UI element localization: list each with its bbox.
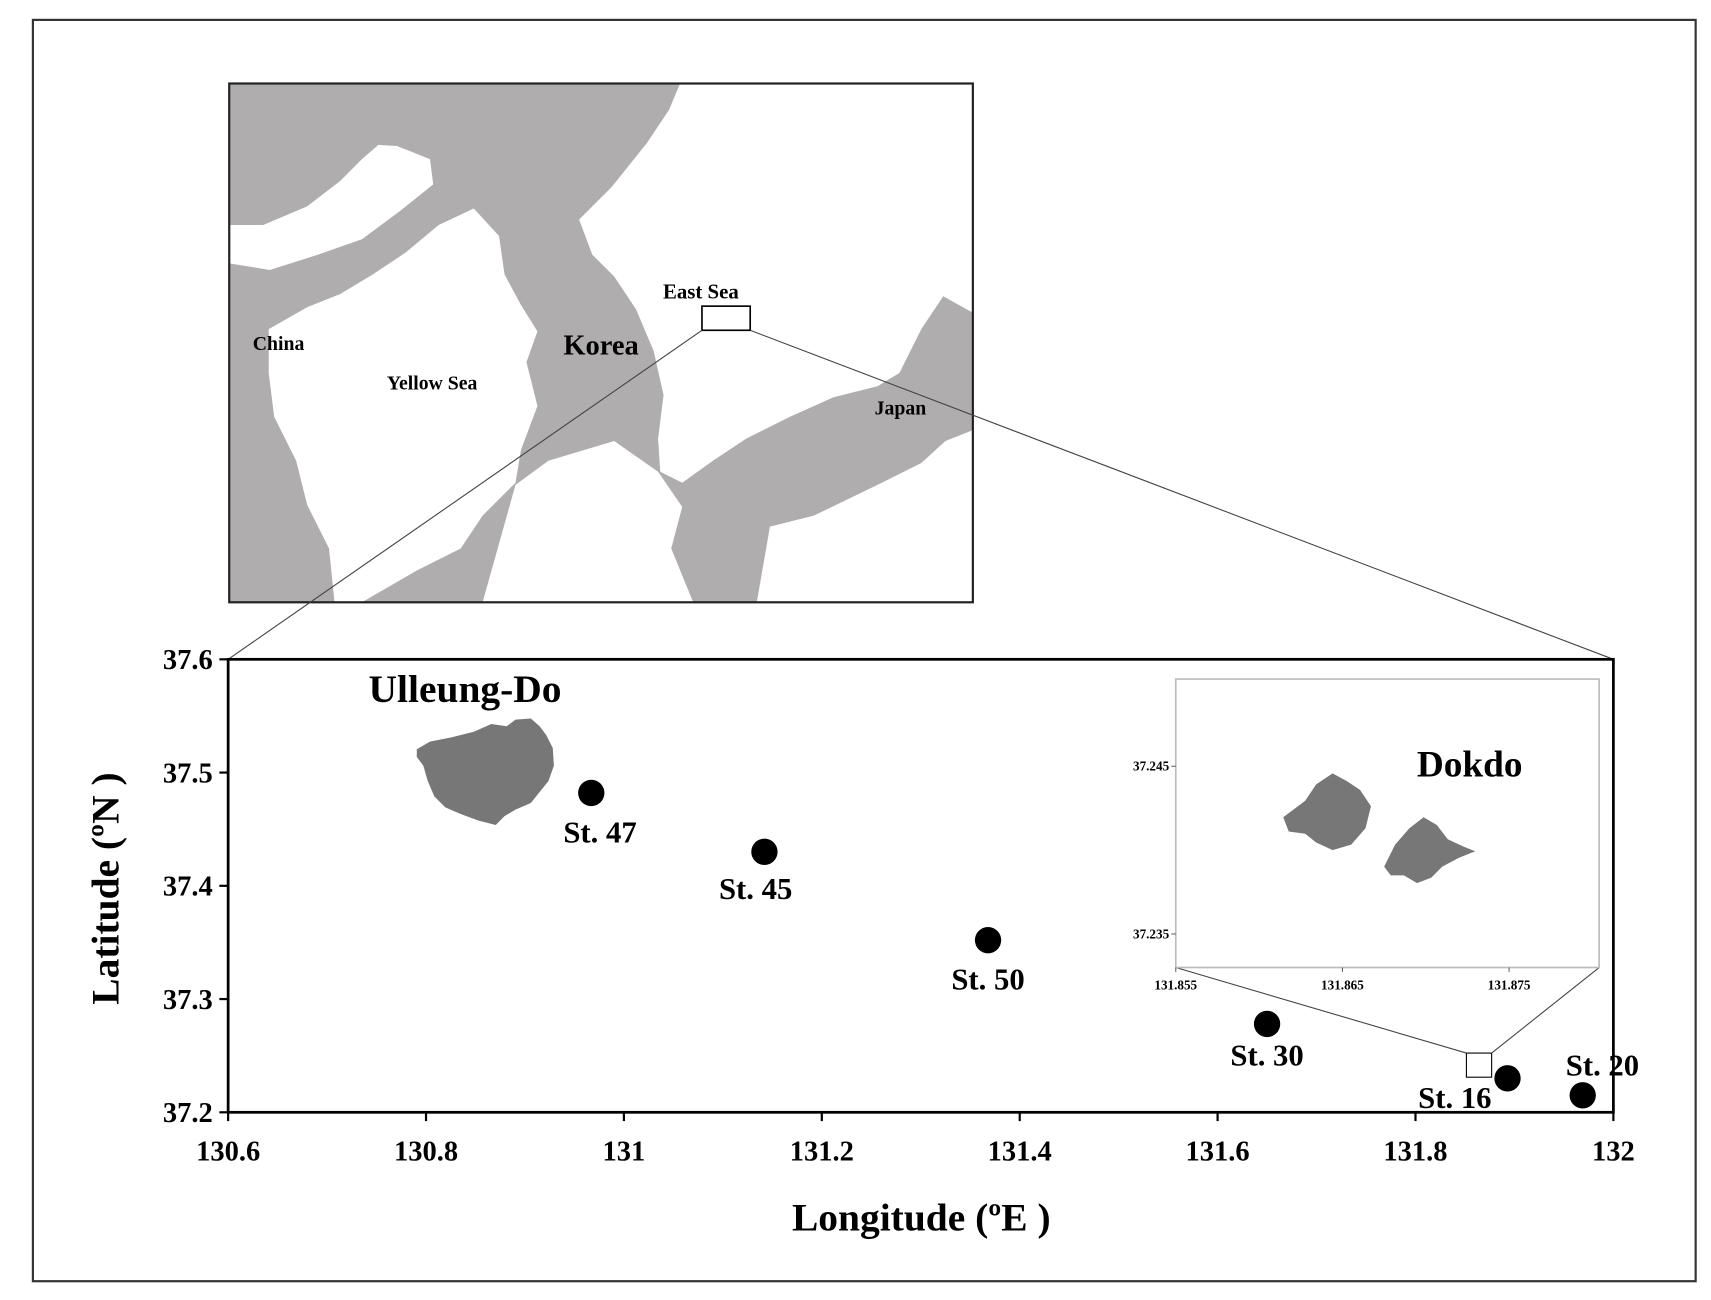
x-tick-label: 130.6: [196, 1137, 260, 1168]
map-label: Yellow Sea: [387, 373, 478, 395]
station-label: St. 45: [719, 872, 792, 906]
inset-title: Dokdo: [1417, 745, 1523, 786]
y-tick-label: 37.4: [163, 872, 213, 903]
zoom-line: [1175, 966, 1467, 1054]
sea: [268, 208, 538, 603]
x-tick-label: 130.8: [394, 1137, 458, 1168]
zoom-line: [750, 329, 1614, 660]
x-tick-label: 131.4: [988, 1137, 1052, 1168]
inset-x-tick-label: 131.855: [1154, 977, 1197, 992]
zoom-line: [1491, 967, 1600, 1054]
station-point: [751, 838, 778, 865]
station-point: [974, 927, 1002, 954]
island: [416, 718, 554, 825]
x-tick-label: 131: [603, 1137, 646, 1168]
station-point: [1253, 1010, 1281, 1038]
station-label: St. 20: [1566, 1049, 1639, 1083]
station-point: [1569, 1082, 1596, 1109]
zoom-box: [701, 305, 752, 332]
island: [1283, 773, 1371, 851]
y-tick-label: 37.5: [163, 758, 213, 789]
station-label: St. 30: [1230, 1039, 1303, 1073]
sea: [579, 83, 973, 483]
x-tick-label: 131.6: [1186, 1137, 1250, 1168]
sea: [756, 430, 973, 603]
x-tick-label: 131.2: [790, 1137, 854, 1168]
map-label: China: [253, 333, 305, 355]
overview-map: China Yellow Sea Korea East Sea Japan: [228, 82, 974, 604]
zoom-box: [1465, 1052, 1493, 1078]
map-label: East Sea: [663, 279, 739, 303]
island-label: Ulleung-Do: [369, 667, 562, 711]
sea: [229, 144, 434, 270]
map-label: Japan: [875, 398, 927, 420]
x-axis-label: Longitude (ºE ): [792, 1196, 1051, 1240]
inset-x-tick-label: 131.875: [1488, 977, 1531, 992]
y-tick-label: 37.6: [163, 645, 213, 676]
zoom-line: [227, 329, 703, 660]
map-label: Korea: [563, 330, 638, 361]
station-label: St. 47: [563, 815, 636, 849]
island: [1384, 817, 1476, 884]
x-tick-label: 132: [1592, 1137, 1635, 1168]
x-tick-label: 131.8: [1383, 1137, 1447, 1168]
sea: [482, 441, 694, 603]
inset-x-tick-label: 131.865: [1321, 977, 1364, 992]
station-point: [1494, 1065, 1521, 1092]
station-point: [578, 779, 605, 807]
station-label: St. 50: [951, 963, 1024, 997]
inset-y-tick-label: 37.235: [1133, 926, 1170, 941]
inset-y-tick-label: 37.245: [1133, 759, 1170, 774]
map-border: [228, 82, 974, 604]
y-tick-label: 37.3: [163, 985, 213, 1016]
station-label: St. 16: [1418, 1081, 1491, 1115]
inset-frame: [1174, 678, 1600, 969]
y-tick-label: 37.2: [163, 1098, 213, 1129]
y-axis-label: Latitude (ºN ): [83, 772, 127, 1004]
